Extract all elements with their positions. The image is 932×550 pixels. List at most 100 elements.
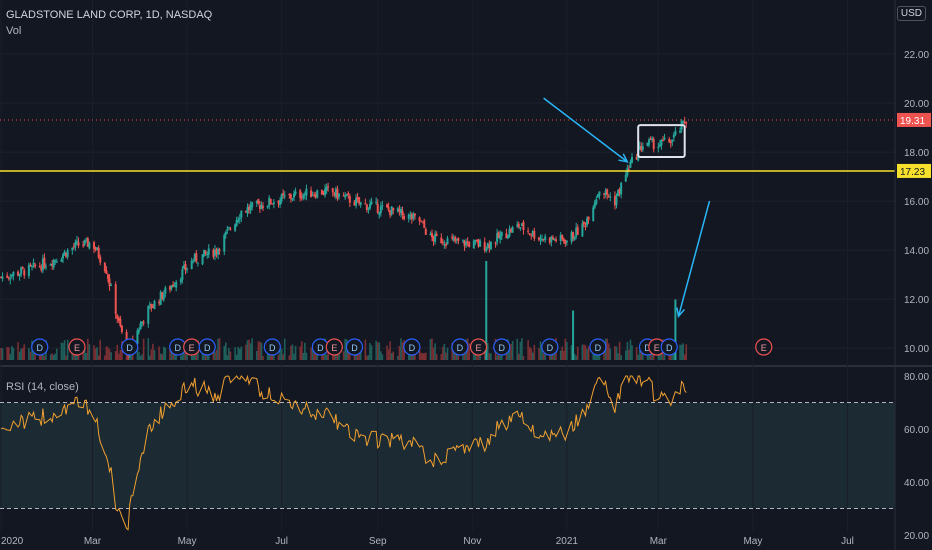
earnings-marker[interactable] xyxy=(68,338,86,356)
candle[interactable] xyxy=(658,144,661,147)
candle[interactable] xyxy=(548,237,551,243)
candle[interactable] xyxy=(279,200,282,205)
candle[interactable] xyxy=(409,214,412,216)
candle[interactable] xyxy=(31,265,34,267)
candle[interactable] xyxy=(429,233,432,235)
candle[interactable] xyxy=(215,249,218,254)
candle[interactable] xyxy=(593,202,596,208)
candle[interactable] xyxy=(553,238,556,240)
candle[interactable] xyxy=(29,264,32,266)
candle[interactable] xyxy=(396,208,399,212)
candle[interactable] xyxy=(531,230,534,236)
candle[interactable] xyxy=(10,274,13,277)
candle[interactable] xyxy=(669,141,672,144)
candle[interactable] xyxy=(66,250,69,257)
candle[interactable] xyxy=(455,238,458,240)
candle[interactable] xyxy=(356,196,359,200)
candle[interactable] xyxy=(407,214,410,219)
candle[interactable] xyxy=(613,195,616,206)
candle[interactable] xyxy=(164,287,167,294)
candle[interactable] xyxy=(23,270,26,276)
candle[interactable] xyxy=(572,232,575,239)
candle[interactable] xyxy=(223,234,226,252)
candle[interactable] xyxy=(596,194,599,198)
candle[interactable] xyxy=(320,190,323,195)
candle[interactable] xyxy=(51,264,54,266)
candle[interactable] xyxy=(472,240,475,249)
candle[interactable] xyxy=(75,240,78,242)
candle[interactable] xyxy=(229,228,232,230)
candle[interactable] xyxy=(83,239,86,245)
candle[interactable] xyxy=(244,210,247,213)
candle[interactable] xyxy=(440,237,443,244)
candle[interactable] xyxy=(399,209,402,214)
candle[interactable] xyxy=(682,120,685,123)
candle[interactable] xyxy=(364,203,367,205)
candle[interactable] xyxy=(218,249,221,251)
candle[interactable] xyxy=(494,242,497,244)
candle[interactable] xyxy=(18,273,21,277)
candle[interactable] xyxy=(544,236,547,241)
candle[interactable] xyxy=(582,221,585,225)
candle[interactable] xyxy=(389,210,392,216)
candle[interactable] xyxy=(201,254,204,265)
candle[interactable] xyxy=(584,225,587,227)
candle[interactable] xyxy=(195,253,198,262)
candle[interactable] xyxy=(365,204,368,211)
dividend-marker[interactable] xyxy=(589,338,607,356)
candle[interactable] xyxy=(266,205,269,208)
candle[interactable] xyxy=(551,237,554,240)
candle[interactable] xyxy=(186,268,189,270)
candle[interactable] xyxy=(72,246,75,248)
candle[interactable] xyxy=(641,146,644,150)
candle[interactable] xyxy=(353,201,356,206)
candle[interactable] xyxy=(444,244,447,246)
candle[interactable] xyxy=(550,236,553,242)
candle[interactable] xyxy=(672,134,675,138)
candle[interactable] xyxy=(289,194,292,199)
candle[interactable] xyxy=(125,331,128,344)
candle[interactable] xyxy=(344,195,347,198)
candle[interactable] xyxy=(120,325,123,333)
candle[interactable] xyxy=(283,195,286,197)
candle[interactable] xyxy=(627,169,630,171)
candle[interactable] xyxy=(192,261,195,263)
candle[interactable] xyxy=(54,260,57,262)
candle[interactable] xyxy=(359,202,362,206)
candle[interactable] xyxy=(403,216,406,220)
candle[interactable] xyxy=(277,200,280,204)
candle[interactable] xyxy=(651,138,654,141)
candle[interactable] xyxy=(235,220,238,226)
candle[interactable] xyxy=(158,301,161,304)
candle[interactable] xyxy=(527,230,530,232)
candle[interactable] xyxy=(541,239,544,241)
candle[interactable] xyxy=(293,193,296,198)
candle[interactable] xyxy=(510,228,513,233)
candle[interactable] xyxy=(249,205,252,211)
candle[interactable] xyxy=(34,264,37,267)
candle[interactable] xyxy=(193,254,196,261)
candle[interactable] xyxy=(248,206,251,211)
candle[interactable] xyxy=(282,193,285,196)
candle[interactable] xyxy=(517,223,520,228)
candle[interactable] xyxy=(370,201,373,205)
candle[interactable] xyxy=(147,305,150,324)
candle[interactable] xyxy=(105,270,108,274)
candle[interactable] xyxy=(609,196,612,198)
candle[interactable] xyxy=(294,191,297,194)
candle[interactable] xyxy=(272,202,275,204)
candle[interactable] xyxy=(506,236,509,239)
candle[interactable] xyxy=(213,249,216,256)
candle[interactable] xyxy=(206,254,209,256)
dividend-marker[interactable] xyxy=(403,338,421,356)
candle[interactable] xyxy=(624,174,627,182)
candle[interactable] xyxy=(288,194,291,196)
candle[interactable] xyxy=(423,220,426,228)
candle[interactable] xyxy=(117,317,120,321)
candle[interactable] xyxy=(629,161,632,168)
candle[interactable] xyxy=(347,193,350,195)
candle[interactable] xyxy=(575,227,578,237)
candle[interactable] xyxy=(162,294,165,300)
candle[interactable] xyxy=(7,277,10,279)
candle[interactable] xyxy=(587,216,590,220)
